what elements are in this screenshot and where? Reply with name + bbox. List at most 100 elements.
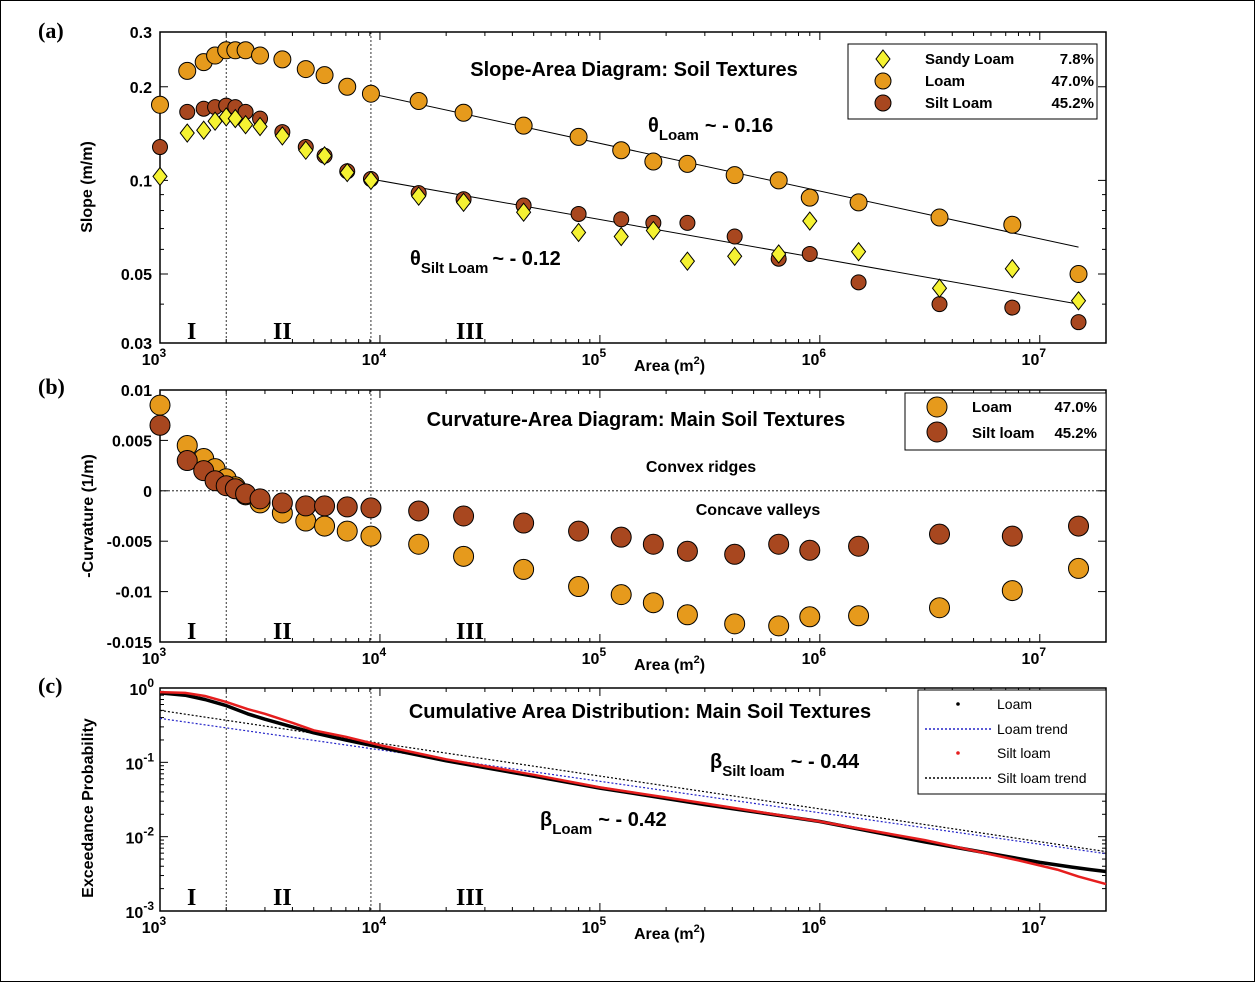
svg-text:Area (m2): Area (m2) [634, 923, 705, 943]
legend-item-silt-loam-trend-c: Silt loam trend [925, 770, 1086, 786]
svg-text:βSilt loam~ - 0.44: βSilt loam ~ - 0.44 [710, 751, 860, 780]
data-point-loam [799, 606, 821, 628]
data-point-silt-loam [679, 214, 696, 231]
svg-text:Area (m2): Area (m2) [634, 355, 705, 375]
trend-line-loam [159, 717, 1107, 855]
annotation-theta-silt-loam: θSilt Loam ~ - 0.12 [410, 248, 561, 277]
svg-text:βLoam~ - 0.42: βLoam ~ - 0.42 [540, 809, 667, 838]
svg-text:θSilt Loam~ - 0.12: θSilt Loam ~ - 0.12 [410, 248, 561, 277]
x-axis-label-sup: 2 [694, 355, 700, 367]
x-tick-label: 106 [802, 346, 827, 369]
x-tick-label: 107 [1022, 914, 1047, 937]
y-tick-label: -0.005 [107, 534, 152, 551]
x-axis-label-close: ) [700, 657, 705, 674]
trend-line-silt-loam [159, 709, 1107, 853]
data-point-loam [338, 77, 357, 96]
trend-lines-a [370, 93, 1079, 305]
data-point-loam [336, 520, 358, 542]
series-line-silt-loam [159, 690, 1107, 886]
data-point-loam [408, 533, 430, 555]
region-label-III-b: III [456, 619, 484, 645]
x-tick-label: 105 [582, 346, 607, 369]
x-axis-label-main: Area (m [634, 657, 694, 674]
data-point-loam [569, 127, 588, 146]
x-tick-label: 107 [1022, 346, 1047, 369]
data-point-sandy-loam [645, 220, 661, 241]
panel-a-label: (a) [38, 18, 64, 43]
legend-item-silt-loam-c: Silt loam [956, 745, 1051, 761]
legend-pct-silt-loam: 45.2% [1051, 95, 1094, 112]
data-point-sandy-loam [274, 126, 290, 146]
legend-label-loam-trend-c: Loam trend [997, 721, 1068, 737]
data-point-loam [929, 597, 951, 619]
y-tick-label: 0 [143, 484, 152, 501]
annotation-subscript: Silt loam [722, 763, 785, 780]
annotation-value: ~ - 0.12 [492, 248, 560, 270]
data-point-silt-loam [360, 497, 382, 519]
x-tick-label: 106 [802, 645, 827, 668]
legend-label-silt-loam-c: Silt loam [997, 745, 1051, 761]
data-point-sandy-loam [298, 140, 314, 161]
y-tick-label: 0.2 [130, 80, 152, 97]
annotation-beta-silt-loam: βSilt loam ~ - 0.44 [710, 751, 860, 780]
concave-valleys-label: Concave valleys [696, 502, 821, 519]
region-label-I-c: I [187, 885, 196, 911]
legend-pct-silt-loam-b: 45.2% [1054, 425, 1097, 442]
x-tick-label: 107 [1022, 645, 1047, 668]
data-point-sandy-loam [1004, 258, 1020, 279]
data-point-loam [849, 193, 868, 212]
y-tick-label: -0.01 [116, 585, 153, 602]
data-point-loam [1068, 557, 1090, 579]
data-point-silt-loam [179, 103, 196, 120]
data-point-silt-loam [799, 539, 821, 561]
data-point-loam [1003, 215, 1022, 234]
x-axis-label-sup: 2 [694, 654, 700, 666]
data-point-silt-loam [568, 520, 590, 542]
series-line-loam [159, 691, 1107, 874]
panel-b-label: (b) [38, 374, 65, 399]
data-point-loam [315, 66, 334, 85]
data-point-loam [409, 91, 428, 110]
distribution-lines-c [159, 690, 1107, 886]
data-point-loam [454, 103, 473, 122]
data-point-loam [360, 525, 382, 547]
legend-label-silt-loam-b: Silt loam [972, 425, 1035, 442]
data-point-silt-loam [570, 205, 587, 222]
data-point-loam [251, 46, 270, 65]
data-point-silt-loam [513, 512, 535, 534]
chart-title-b: Curvature-Area Diagram: Main Soil Textur… [427, 409, 846, 431]
data-point-sandy-loam [771, 244, 787, 264]
data-point-silt-loam [726, 228, 743, 245]
legend-item-loam-trend-c: Loam trend [925, 721, 1068, 737]
data-point-silt-loam [152, 139, 168, 156]
data-point-loam [1001, 580, 1023, 602]
convex-ridges-label: Convex ridges [646, 459, 756, 476]
data-point-silt-loam [931, 296, 948, 313]
legend-label-silt-loam: Silt Loam [925, 95, 993, 112]
data-point-loam [768, 615, 790, 637]
data-point-loam [361, 84, 380, 103]
data-point-loam [1069, 265, 1088, 284]
data-point-loam [149, 394, 171, 416]
data-point-loam [642, 592, 664, 614]
x-axis-label-main: Area (m [634, 358, 694, 375]
annotation-value: ~ - 0.44 [791, 751, 860, 773]
legend-marker-silt-loam-b [926, 421, 948, 443]
x-axis-label-b: Area (m2) [634, 654, 705, 674]
legend-item-loam: Loam 47.0% [874, 72, 1094, 90]
legend-marker-loam-b [926, 396, 948, 418]
region-label-II-c: II [273, 885, 292, 911]
y-tick-label: 0.1 [130, 173, 152, 190]
data-point-loam [678, 154, 697, 173]
data-point-sandy-loam [850, 241, 867, 262]
legend-marker-loam [874, 72, 892, 90]
data-point-silt-loam [676, 540, 698, 562]
data-point-sandy-loam [515, 202, 532, 223]
data-point-silt-loam [314, 495, 336, 517]
legend-item-loam-c: Loam [956, 696, 1032, 712]
data-point-loam [610, 584, 632, 606]
data-point-loam [644, 152, 663, 171]
y-tick-label: 10-2 [126, 825, 155, 848]
y-tick-label: -0.015 [107, 635, 152, 652]
